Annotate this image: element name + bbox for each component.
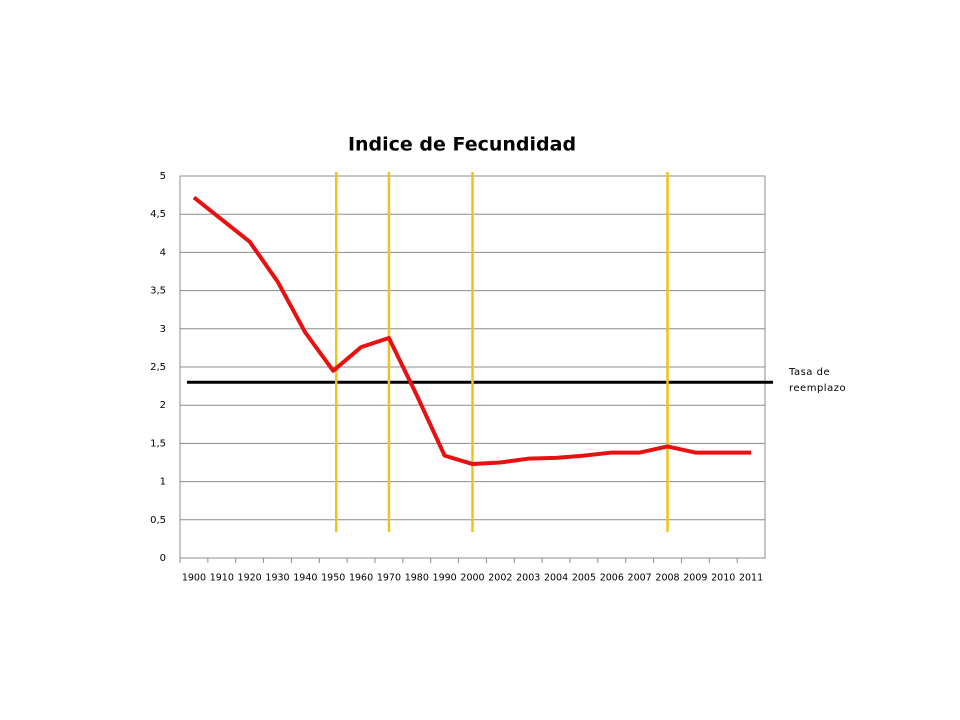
y-tick-label: 1 [160, 477, 166, 488]
x-tick-label: 1990 [433, 573, 457, 584]
x-tick-label: 1950 [321, 573, 345, 584]
y-tick-label: 3,5 [150, 286, 166, 297]
chart-title: Indice de Fecundidad [348, 134, 576, 156]
x-tick-label: 2008 [655, 573, 679, 584]
x-tick-label: 1940 [293, 573, 317, 584]
x-tick-label: 2003 [516, 573, 540, 584]
x-tick-label: 2002 [488, 573, 512, 584]
y-tick-label: 2,5 [150, 362, 166, 373]
x-tick-label: 1980 [405, 573, 429, 584]
x-tick-label: 2007 [628, 573, 652, 584]
x-tick-label: 2010 [711, 573, 735, 584]
y-tick-label: 3 [160, 324, 166, 335]
x-tick-label: 1970 [377, 573, 401, 584]
data-line [192, 195, 752, 467]
x-tick-label: 2004 [544, 573, 568, 584]
y-tick-label: 4,5 [150, 209, 166, 220]
y-tick-label: 5 [160, 171, 166, 182]
reference-label: Tasa de reemplazo [789, 367, 847, 394]
x-tick-label: 2000 [460, 573, 484, 584]
y-tick-label: 0 [160, 553, 166, 564]
x-tick-label: 1930 [265, 573, 289, 584]
x-tick-label: 2005 [572, 573, 596, 584]
y-tick-label: 1,5 [150, 438, 166, 449]
x-tick-label: 2011 [739, 573, 763, 584]
y-tick-label: 2 [160, 400, 166, 411]
x-tick-label: 1900 [182, 573, 206, 584]
x-tick-label: 2006 [600, 573, 624, 584]
x-tick-label: 2009 [683, 573, 707, 584]
y-tick-label: 4 [160, 247, 166, 258]
x-tick-label: 1960 [349, 573, 373, 584]
x-tick-label: 1910 [210, 573, 234, 584]
x-tick-label: 1920 [238, 573, 262, 584]
y-tick-label: 0,5 [150, 515, 166, 526]
